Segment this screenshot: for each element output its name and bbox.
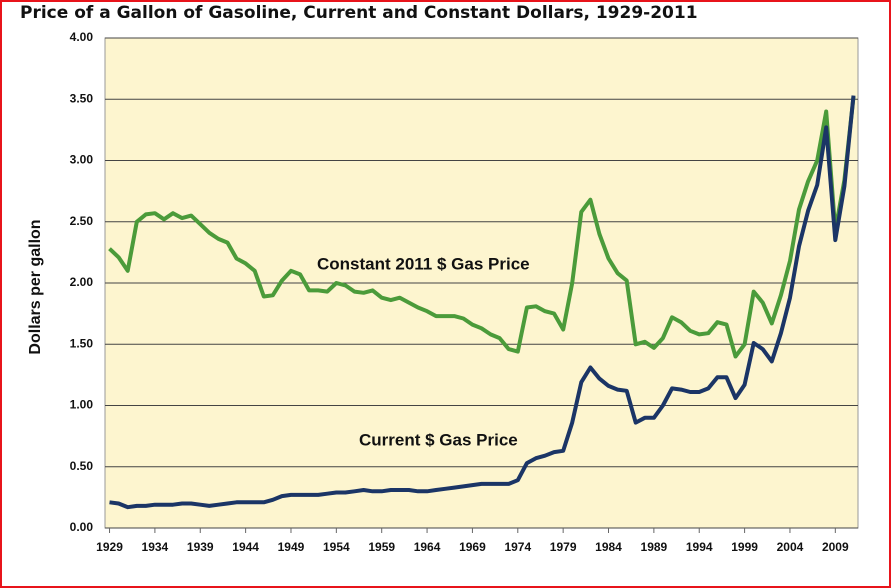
y-tick-label: 0.50 xyxy=(70,459,94,473)
x-tick-label: 1944 xyxy=(232,540,259,554)
x-tick-label: 1989 xyxy=(641,540,668,554)
x-tick-label: 1934 xyxy=(142,540,169,554)
series-label: Constant 2011 $ Gas Price xyxy=(317,254,530,273)
y-tick-label: 1.00 xyxy=(70,398,94,412)
x-tick-label: 1984 xyxy=(595,540,622,554)
x-tick-label: 2009 xyxy=(822,540,849,554)
x-tick-label: 1969 xyxy=(459,540,486,554)
y-tick-label: 4.00 xyxy=(70,30,94,44)
y-tick-label: 0.00 xyxy=(70,520,94,534)
x-tick-label: 1949 xyxy=(278,540,305,554)
x-tick-label: 1964 xyxy=(414,540,441,554)
series-line xyxy=(109,95,856,510)
x-tick-label: 1929 xyxy=(96,540,123,554)
x-tick-label: 1994 xyxy=(686,540,713,554)
series-label: Current $ Gas Price xyxy=(359,430,518,449)
y-tick-label: 3.50 xyxy=(70,91,94,105)
series-line xyxy=(108,96,856,359)
y-tick-label: 3.00 xyxy=(70,153,94,167)
x-tick-label: 1999 xyxy=(731,540,758,554)
x-tick-label: 1974 xyxy=(504,540,531,554)
x-tick-label: 2004 xyxy=(777,540,804,554)
chart-title: Price of a Gallon of Gasoline, Current a… xyxy=(20,3,698,23)
x-tick-label: 1939 xyxy=(187,540,214,554)
x-tick-label: 1979 xyxy=(550,540,577,554)
y-tick-label: 2.50 xyxy=(70,214,94,228)
y-axis-label: Dollars per gallon xyxy=(27,219,44,354)
y-tick-label: 1.50 xyxy=(70,336,94,350)
y-tick-label: 2.00 xyxy=(70,275,94,289)
x-tick-label: 1954 xyxy=(323,540,350,554)
x-tick-label: 1959 xyxy=(368,540,395,554)
